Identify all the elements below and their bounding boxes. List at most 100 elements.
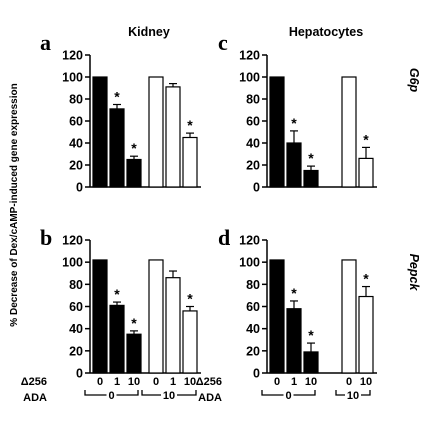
y-tick-label: 0: [253, 367, 260, 381]
y-tick-label: 120: [62, 49, 83, 63]
y-tick-label: 60: [246, 115, 260, 129]
y-tick-label: 100: [62, 71, 83, 85]
bar: [165, 86, 181, 188]
bar: [341, 76, 357, 188]
x-category-label: 1: [291, 376, 297, 388]
panel-c: c 0 20 40 60 80 100 120 * * *: [218, 30, 377, 195]
x-category-label: 10: [305, 376, 317, 388]
x-category-label: 0: [97, 376, 103, 388]
x-category-label: 1: [114, 376, 120, 388]
panel-letter-b: b: [40, 225, 52, 250]
y-tick-label: 20: [246, 159, 260, 173]
bar: [92, 259, 108, 374]
bar: [269, 76, 285, 188]
bar: [148, 259, 164, 374]
ada-group-bracket: [84, 390, 139, 396]
x-category-label: 10: [128, 376, 140, 388]
panel-letter-a: a: [40, 30, 51, 55]
significance-mark: *: [291, 115, 297, 131]
y-tick-label: 100: [62, 256, 83, 270]
bar: [358, 157, 374, 188]
y-axis-label: % Decrease of Dex/cAMP-induced gene expr…: [9, 83, 20, 326]
x-category-label: 0: [274, 376, 280, 388]
x-row-label-ada-right: ADA: [198, 392, 222, 404]
significance-mark: *: [114, 286, 120, 302]
ada-group-label: 10: [163, 390, 175, 402]
column-title-kidney: Kidney: [128, 25, 170, 39]
y-tick-label: 0: [76, 181, 83, 195]
gene-label-pepck: Pepck: [407, 254, 421, 292]
y-tick-label: 40: [69, 137, 83, 151]
bar: [358, 295, 374, 374]
y-tick-label: 60: [69, 300, 83, 314]
y-tick-label: 100: [239, 71, 260, 85]
column-title-hepatocytes: Hepatocytes: [289, 25, 363, 39]
x-category-label: 1: [170, 376, 176, 388]
x-row-label-delta256-right: Δ256: [196, 376, 222, 388]
y-tick-label: 80: [246, 278, 260, 292]
y-tick-label: 80: [69, 278, 83, 292]
bar: [109, 304, 125, 374]
panels: a020406080100120***c020406080100120***b0…: [40, 30, 377, 402]
significance-mark: *: [291, 285, 297, 301]
x-row-label-ada: ADA: [23, 392, 47, 404]
y-tick-label: 60: [69, 115, 83, 129]
x-category-label: 10: [360, 376, 372, 388]
ada-group-label: 0: [108, 390, 114, 402]
ada-group-label: 10: [347, 390, 359, 402]
y-tick-label: 20: [69, 344, 83, 358]
bar: [303, 169, 319, 188]
ada-group-label: 0: [285, 390, 291, 402]
bar: [182, 310, 198, 374]
bar: [126, 158, 142, 188]
y-tick-label: 0: [253, 181, 260, 195]
bar: [182, 136, 198, 188]
y-tick-label: 80: [69, 93, 83, 107]
y-tick-label: 120: [62, 234, 83, 248]
bar: [303, 351, 319, 374]
y-tick-label: 80: [246, 93, 260, 107]
significance-mark: *: [363, 131, 369, 147]
bar: [286, 142, 302, 188]
y-tick-label: 20: [69, 159, 83, 173]
bar: [126, 333, 142, 374]
significance-mark: *: [114, 89, 120, 105]
significance-mark: *: [308, 150, 314, 166]
y-tick-label: 60: [246, 300, 260, 314]
bar: [269, 259, 285, 374]
gene-label-g6p: G6p: [407, 68, 421, 93]
bar: [286, 308, 302, 374]
x-category-label: 10: [184, 376, 196, 388]
bar: [148, 76, 164, 188]
y-tick-label: 0: [76, 367, 83, 381]
significance-mark: *: [131, 140, 137, 156]
significance-mark: *: [187, 117, 193, 133]
y-tick-label: 120: [239, 49, 260, 63]
panel-letter-d: d: [218, 225, 230, 250]
bar: [109, 108, 125, 188]
ada-group-bracket: [141, 390, 197, 396]
y-tick-label: 20: [246, 344, 260, 358]
bar: [341, 259, 357, 374]
y-tick-label: 120: [239, 234, 260, 248]
y-tick-label: 100: [239, 256, 260, 270]
bar: [92, 76, 108, 188]
bar: [165, 277, 181, 374]
ada-group-bracket: [335, 390, 371, 396]
y-tick-label: 40: [246, 322, 260, 336]
ada-group-bracket: [261, 390, 316, 396]
significance-mark: *: [131, 315, 137, 331]
y-tick-label: 40: [69, 322, 83, 336]
significance-mark: *: [187, 291, 193, 307]
significance-mark: *: [308, 327, 314, 343]
y-tick-label: 40: [246, 137, 260, 151]
x-category-label: 0: [346, 376, 352, 388]
panel-letter-c: c: [218, 30, 228, 55]
x-category-label: 0: [153, 376, 159, 388]
panel-a: a 0 20 40 60 80 100 120 * * *: [40, 30, 201, 195]
significance-mark: *: [363, 271, 369, 287]
x-row-label-delta256: Δ256: [21, 376, 47, 388]
